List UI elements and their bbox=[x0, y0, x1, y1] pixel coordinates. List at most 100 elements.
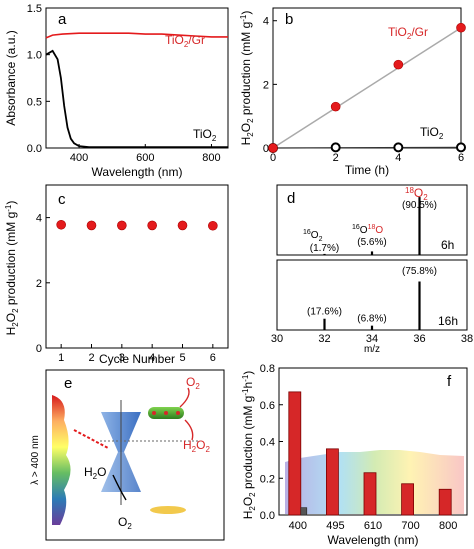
panel-c-point bbox=[177, 220, 188, 231]
panel-f-ytick-label: 0.0 bbox=[260, 510, 275, 522]
panel-f-xlabel: Wavelength (nm) bbox=[328, 533, 419, 547]
panel-b-xtick-label: 2 bbox=[333, 152, 339, 164]
panel-b-fit-line bbox=[272, 27, 462, 149]
panel-e-electron bbox=[152, 411, 156, 415]
panel-e-electron bbox=[164, 411, 168, 415]
panel-e-spectrum bbox=[52, 395, 71, 525]
panel-a-xtick-label: 800 bbox=[202, 152, 220, 164]
panel-d-6h-label: 6h bbox=[441, 238, 454, 252]
panel-d-percent-label: (6.8%) bbox=[357, 314, 386, 325]
panel-c-point bbox=[56, 219, 66, 230]
panel-d-18o2-label: 18O2 bbox=[405, 186, 428, 202]
panel-f-ytick-label: 0.2 bbox=[260, 473, 275, 485]
panel-a-tio2-line bbox=[45, 49, 228, 148]
panel-a-xtick-label: 600 bbox=[136, 152, 154, 164]
panel-d-percent-label: (90.5%) bbox=[402, 200, 437, 211]
panel-d-16o18o-label: 16O18O bbox=[352, 224, 383, 236]
panel-c-xtick-label: 4 bbox=[149, 352, 155, 364]
panel-e-light-label: λ > 400 nm bbox=[30, 435, 41, 485]
panel-e: λ > 400 nm O2 H2O2 H2O O2 e bbox=[30, 369, 225, 541]
panel-d-letter: d bbox=[287, 190, 295, 207]
panel-e-o2-bottom-label: O2 bbox=[118, 515, 132, 531]
panel-b-tio2-line bbox=[272, 146, 462, 149]
panel-f-red-bar bbox=[401, 483, 415, 516]
panel-f-red-bar bbox=[363, 472, 377, 516]
panel-d-percent-label: (1.7%) bbox=[310, 243, 339, 254]
panel-e-arrow-h2o2 bbox=[184, 419, 194, 441]
panel-b-tio2-point bbox=[330, 142, 341, 153]
panel-e-h2o-label: H2O bbox=[84, 465, 106, 481]
panel-e-arrow-o2 bbox=[179, 387, 190, 408]
panel-a: 400 600 800 0.0 0.5 1.0 1.5 a TiO2/Gr TiO2 Wav… bbox=[4, 3, 229, 179]
panel-c-letter: c bbox=[58, 191, 66, 208]
panel-c-point bbox=[208, 220, 218, 231]
panel-c-ytick-label: 2 bbox=[36, 278, 42, 290]
panel-b-xtick-label: 0 bbox=[270, 152, 276, 164]
panel-c-xtick-label: 2 bbox=[88, 352, 94, 364]
panel-b-tio2-point bbox=[393, 142, 404, 153]
panel-f-xtick-label: 400 bbox=[289, 520, 307, 532]
panel-c-point bbox=[117, 220, 127, 231]
panel-d-percent-label: (5.6%) bbox=[357, 237, 386, 248]
panel-b-letter: b bbox=[285, 11, 293, 28]
panel-b-tio2gr-point bbox=[456, 22, 466, 33]
panel-e-arrow-h2o bbox=[112, 474, 127, 501]
panel-a-tio2-label: TiO2 bbox=[193, 127, 217, 143]
panel-f-ytick-label: 0.6 bbox=[260, 400, 275, 412]
panel-f: 0.0 0.2 0.4 0.6 0.8 400 495 610 700 800 f Wavelen… bbox=[241, 363, 468, 547]
panel-c-point bbox=[86, 220, 97, 231]
panel-b-tio2gr-point bbox=[393, 59, 404, 70]
panel-b-xlabel: Time (h) bbox=[345, 163, 389, 177]
panel-c-ytick-label: 4 bbox=[36, 213, 42, 225]
panel-b-xtick-label: 6 bbox=[458, 152, 464, 164]
panel-f-xtick-label: 495 bbox=[326, 520, 344, 532]
panel-c-xlabel: Cycle Number bbox=[99, 352, 175, 366]
panel-a-ytick-label: 0.5 bbox=[27, 96, 42, 108]
panel-d-xtick-label: 38 bbox=[461, 333, 473, 345]
panel-d-xlabel: m/z bbox=[364, 344, 380, 355]
panel-c-ytick-label: 0 bbox=[36, 343, 42, 355]
panel-b-tio2-point bbox=[456, 142, 466, 153]
panel-c-ylabel: H2O2 production (mM g-1) bbox=[4, 201, 20, 336]
panel-d-xtick-label: 36 bbox=[413, 333, 425, 345]
panel-d-16o2-label: 16O2 bbox=[303, 229, 323, 243]
panel-a-tio2gr-line bbox=[45, 32, 228, 39]
panel-d-xtick-label: 30 bbox=[271, 333, 283, 345]
panel-d-percent-label: (17.6%) bbox=[307, 307, 342, 318]
panel-b-ylabel: H2O2 production (mM g-1) bbox=[239, 11, 255, 146]
panel-e-letter: e bbox=[64, 375, 72, 392]
panel-d: 30 32 34 36 38 (1.7%) (5.6%) (90.5%) (17.6%) (6.… bbox=[271, 184, 473, 355]
panel-e-gold-particle bbox=[150, 506, 186, 514]
panel-f-xtick-label: 800 bbox=[439, 520, 457, 532]
panel-e-h2o2-label: H2O2 bbox=[183, 438, 210, 454]
panel-d-xtick-label: 32 bbox=[318, 333, 330, 345]
panel-b-tio2gr-point bbox=[330, 101, 341, 112]
panel-c-xtick-label: 1 bbox=[58, 352, 64, 364]
panel-e-o2-label: O2 bbox=[186, 375, 200, 391]
panel-c-point bbox=[147, 220, 157, 231]
panel-d-xtick-label: 34 bbox=[366, 333, 378, 345]
panel-f-ytick-label: 0.4 bbox=[260, 437, 275, 449]
panel-a-ylabel: Absorbance (a.u.) bbox=[4, 30, 18, 125]
panel-b-tio2gr-label: TiO2/Gr bbox=[388, 25, 428, 41]
panel-d-16h-label: 16h bbox=[438, 314, 458, 328]
panel-c-xtick-label: 6 bbox=[210, 352, 216, 364]
panel-e-light-ray bbox=[73, 429, 109, 449]
panel-a-letter: a bbox=[58, 11, 67, 28]
panel-f-gray-bar bbox=[300, 507, 308, 516]
panel-c-frame bbox=[45, 184, 229, 349]
panel-b-ytick-label: 4 bbox=[263, 16, 269, 28]
panel-b-tio2-label: TiO2 bbox=[420, 125, 444, 141]
panel-a-ytick-label: 0.0 bbox=[27, 143, 42, 155]
panel-e-frame bbox=[45, 369, 225, 541]
panel-b-ytick-label: 2 bbox=[263, 79, 269, 91]
panel-f-xtick-label: 700 bbox=[401, 520, 419, 532]
panel-f-ylabel: H2O2 production (mM g-1h-1) bbox=[241, 371, 257, 520]
panel-a-xtick-label: 400 bbox=[70, 152, 88, 164]
panel-a-ytick-label: 1.5 bbox=[27, 3, 42, 15]
panel-c-xtick-label: 5 bbox=[179, 352, 185, 364]
panel-b: 0 2 4 6 0 2 4 b TiO2/Gr TiO2 Time (h) H2O2 pro… bbox=[239, 7, 466, 177]
panel-f-letter: f bbox=[447, 373, 452, 390]
panel-d-percent-label: (75.8%) bbox=[402, 266, 437, 277]
